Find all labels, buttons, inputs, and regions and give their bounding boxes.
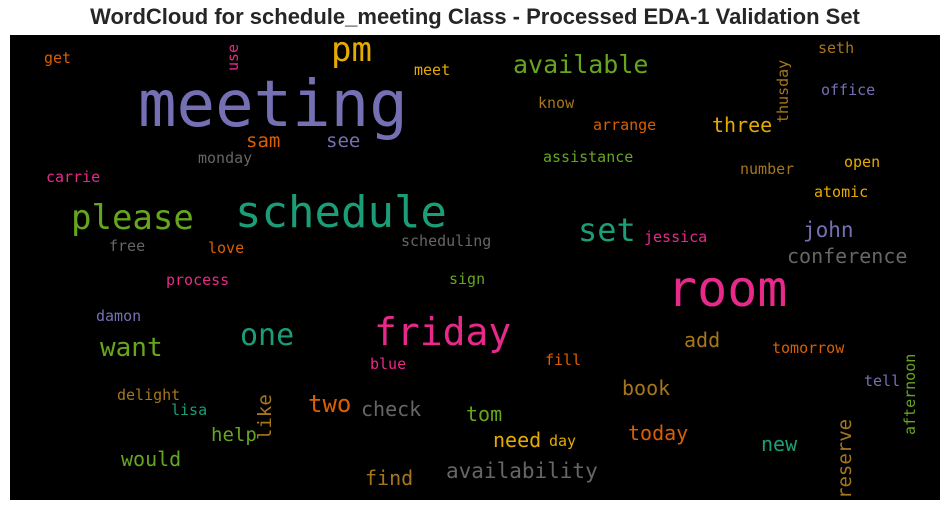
word-atomic: atomic	[814, 185, 868, 200]
word-get: get	[44, 51, 71, 66]
word-room: room	[667, 264, 787, 314]
word-blue: blue	[370, 357, 406, 372]
word-jessica: jessica	[644, 230, 707, 245]
word-new: new	[761, 434, 797, 454]
word-available: available	[513, 52, 648, 77]
word-please: please	[71, 201, 194, 235]
word-free: free	[109, 239, 145, 254]
word-meeting: meeting	[138, 73, 408, 137]
word-tomorrow: tomorrow	[772, 341, 844, 356]
word-day: day	[549, 434, 576, 449]
word-today: today	[628, 423, 688, 443]
word-office: office	[821, 83, 875, 98]
word-assistance: assistance	[543, 150, 633, 165]
word-scheduling: scheduling	[401, 234, 491, 249]
word-like: like	[256, 394, 275, 440]
word-friday: friday	[374, 313, 511, 351]
word-set: set	[578, 214, 636, 246]
word-damon: damon	[96, 309, 141, 324]
word-love: love	[208, 241, 244, 256]
word-open: open	[844, 155, 880, 170]
word-afternoon: afternoon	[903, 354, 918, 435]
word-thusday: thusday	[776, 60, 791, 123]
word-two: two	[308, 392, 351, 416]
word-help: help	[211, 426, 257, 445]
word-need: need	[493, 430, 541, 450]
word-want: want	[100, 335, 163, 361]
word-would: would	[121, 449, 181, 469]
word-availability: availability	[446, 461, 598, 482]
word-find: find	[365, 468, 413, 488]
word-carrie: carrie	[46, 170, 100, 185]
word-tom: tom	[466, 404, 502, 424]
word-monday: monday	[198, 151, 252, 166]
word-pm: pm	[331, 35, 372, 67]
word-one: one	[240, 321, 294, 351]
word-process: process	[166, 273, 229, 288]
word-check: check	[361, 399, 421, 419]
word-schedule: schedule	[235, 191, 447, 235]
word-arrange: arrange	[593, 118, 656, 133]
word-add: add	[684, 330, 720, 350]
word-seth: seth	[818, 41, 854, 56]
word-lisa: lisa	[171, 403, 207, 418]
word-use: use	[226, 44, 241, 71]
word-book: book	[622, 378, 670, 398]
word-meet: meet	[414, 63, 450, 78]
word-reserve: reserve	[836, 419, 855, 499]
word-see: see	[326, 132, 360, 151]
word-three: three	[712, 115, 772, 135]
word-fill: fill	[545, 353, 581, 368]
word-tell: tell	[864, 374, 900, 389]
word-sign: sign	[449, 272, 485, 287]
word-john: john	[803, 220, 854, 241]
word-number: number	[740, 162, 794, 177]
word-conference: conference	[787, 246, 907, 266]
chart-title: WordCloud for schedule_meeting Class - P…	[0, 4, 950, 30]
word-know: know	[538, 96, 574, 111]
wordcloud-canvas: meeting schedule room friday please pm a…	[10, 35, 940, 500]
